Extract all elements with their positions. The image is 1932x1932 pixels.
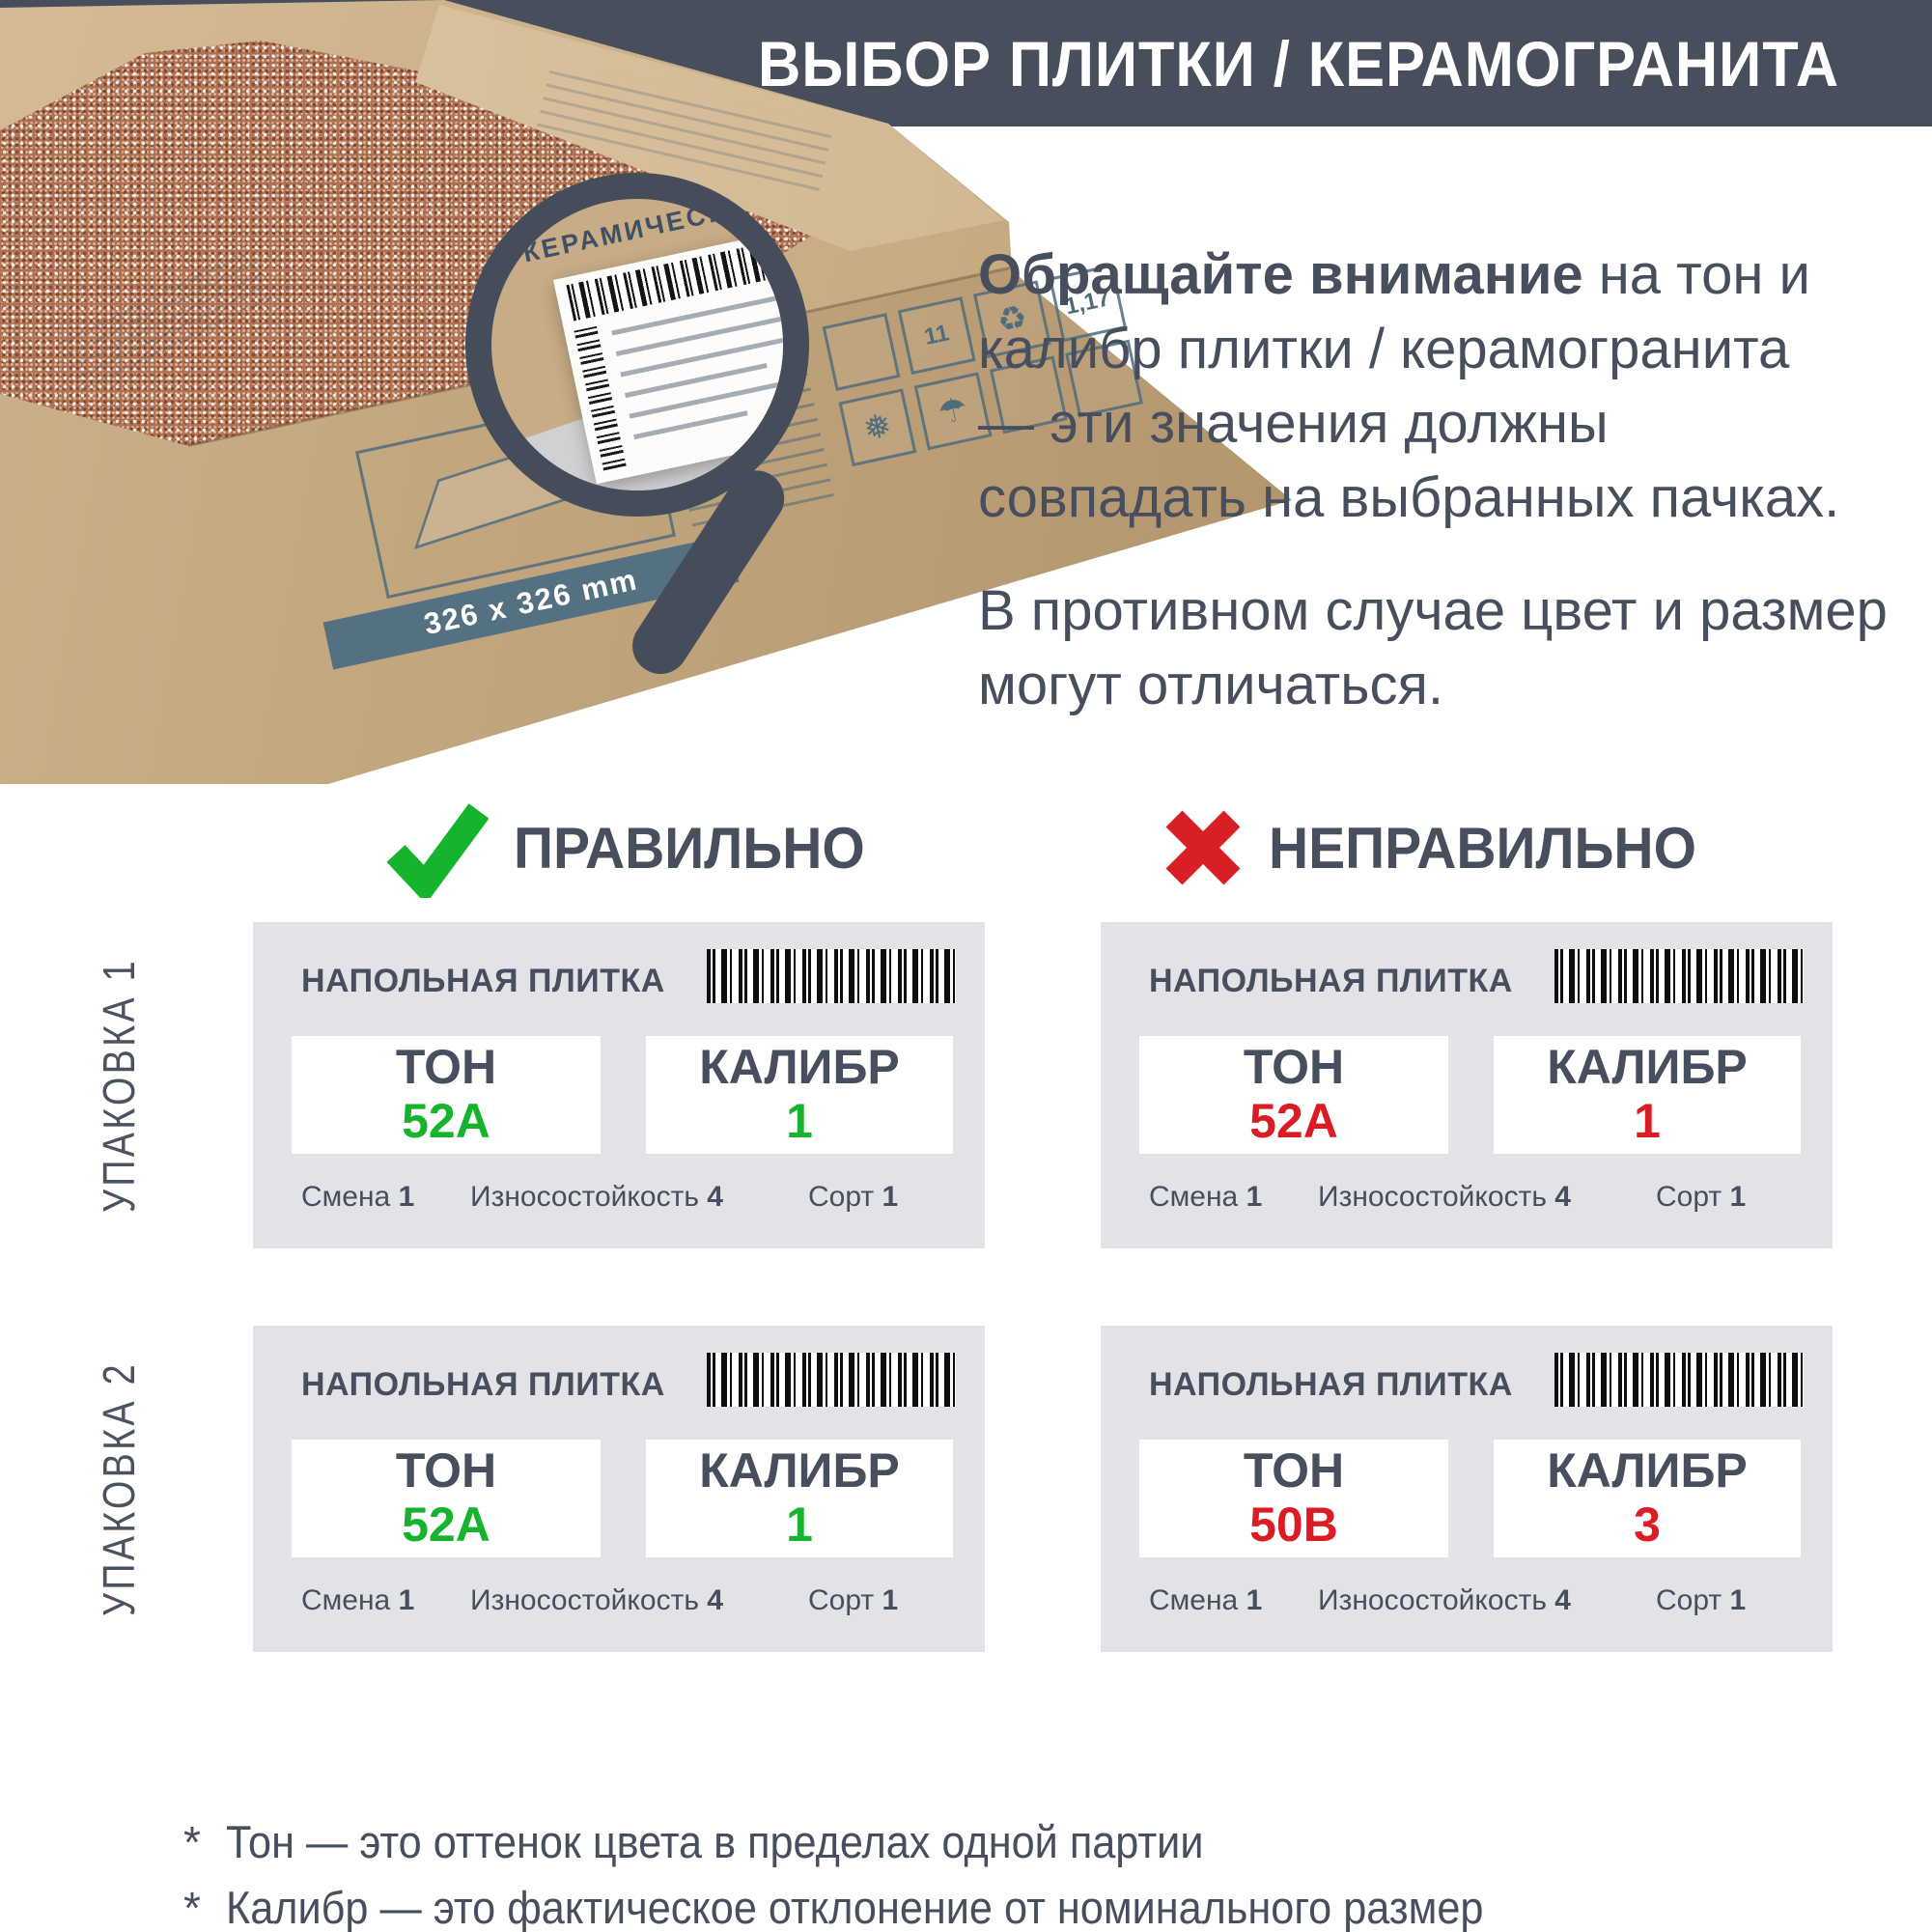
product-name: НАПОЛЬНАЯ ПЛИТКА	[1149, 963, 1513, 999]
package-1-text: УПАКОВКА 1	[94, 958, 144, 1213]
ton-value: 52А	[1249, 1094, 1338, 1148]
barcode	[707, 1353, 956, 1407]
ton-label: ТОН	[1243, 1443, 1345, 1498]
barcode	[1554, 949, 1804, 1003]
intro-line: — эти значения должны	[978, 392, 1609, 455]
caliber-box: КАЛИБР 3	[1494, 1440, 1801, 1557]
shift-label: Смена	[1149, 1584, 1239, 1616]
caliber-value: 1	[786, 1094, 813, 1148]
wear-value: 4	[1554, 1181, 1571, 1213]
grade-label: Сорт	[1656, 1181, 1722, 1213]
snowflake-icon: ❅	[838, 388, 917, 467]
grade-value: 1	[882, 1181, 899, 1213]
wear-value: 4	[707, 1181, 723, 1213]
wear-label: Износостойкость	[470, 1181, 699, 1213]
shift-value: 1	[398, 1584, 415, 1616]
product-name: НАПОЛЬНАЯ ПЛИТКА	[301, 963, 665, 999]
wear-label: Износостойкость	[1318, 1584, 1547, 1616]
shift-value: 1	[398, 1181, 415, 1213]
grade-label: Сорт	[1656, 1584, 1722, 1616]
intro-text: Обращайте внимание на тон и калибр плитк…	[978, 238, 1895, 722]
correct-label: ПРАВИЛЬНО	[514, 815, 865, 881]
incorrect-label: НЕПРАВИЛЬНО	[1269, 815, 1696, 881]
incorrect-column-header: НЕПРАВИЛЬНО	[1162, 807, 1719, 888]
shift-value: 1	[1246, 1584, 1263, 1616]
product-name: НАПОЛЬНАЯ ПЛИТКА	[1149, 1366, 1513, 1403]
caliber-label: КАЛИБР	[1547, 1443, 1748, 1498]
ton-box: ТОН 50В	[1139, 1440, 1448, 1557]
intro-line: калибр плитки / керамогранита	[978, 318, 1790, 380]
grade-value: 1	[1729, 1181, 1747, 1213]
asterisk: *	[183, 1817, 201, 1867]
page-title: ВЫБОР ПЛИТКИ / КЕРАМОГРАНИТА	[757, 27, 1840, 99]
wear-value: 4	[1554, 1584, 1571, 1616]
intro-line: В противном случае цвет и размер	[978, 579, 1888, 642]
footnote-ton: * Тон — это оттенок цвета в пределах одн…	[183, 1815, 1288, 1868]
caliber-label: КАЛИБР	[699, 1040, 900, 1094]
label-text-line	[633, 410, 748, 440]
intro-line: Обращайте внимание на тон и	[978, 238, 1895, 312]
barcode	[707, 949, 956, 1003]
label-card-incorrect-1: НАПОЛЬНАЯ ПЛИТКА ТОН 52А КАЛИБР 1 Смена …	[1101, 922, 1833, 1248]
intro-lead-bold: Обращайте внимание	[978, 243, 1583, 306]
caliber-label: КАЛИБР	[1547, 1040, 1748, 1094]
caliber-label: КАЛИБР	[699, 1443, 900, 1498]
footnote-text: Тон — это оттенок цвета в пределах одной…	[225, 1816, 1204, 1867]
ton-box: ТОН 52А	[292, 1036, 601, 1154]
ton-label: ТОН	[395, 1443, 497, 1498]
caliber-value: 3	[1634, 1498, 1661, 1552]
correct-column-header: ПРАВИЛЬНО	[384, 798, 883, 898]
intro-lead-rest: на тон и	[1582, 243, 1810, 306]
ton-value: 52А	[402, 1094, 490, 1148]
footnote-text: Калибр — это фактическое отклонение от н…	[225, 1882, 1484, 1932]
barcode	[1554, 1353, 1804, 1407]
label-text-line	[615, 315, 783, 357]
intro-line: совпадать на выбранных пачках.	[978, 466, 1840, 529]
caliber-value: 1	[786, 1498, 813, 1552]
x-icon	[1165, 810, 1241, 885]
caliber-value: 1	[1634, 1094, 1661, 1148]
magnified-label	[553, 218, 783, 485]
grade-value: 1	[882, 1584, 899, 1616]
wear-label: Износостойкость	[1318, 1181, 1547, 1213]
caliber-box: КАЛИБР 1	[1494, 1036, 1801, 1154]
caliber-box: КАЛИБР 1	[646, 1036, 953, 1154]
grade-label: Сорт	[808, 1584, 875, 1616]
label-card-correct-2: НАПОЛЬНАЯ ПЛИТКА ТОН 52А КАЛИБР 1 Смена …	[253, 1326, 985, 1652]
label-card-correct-1: НАПОЛЬНАЯ ПЛИТКА ТОН 52А КАЛИБР 1 Смена …	[253, 922, 985, 1248]
grade-label: Сорт	[808, 1181, 875, 1213]
shift-label: Смена	[301, 1181, 391, 1213]
package-2-text: УПАКОВКА 2	[94, 1361, 144, 1616]
ton-value: 50В	[1249, 1498, 1338, 1552]
wear-label: Износостойкость	[470, 1584, 699, 1616]
label-card-incorrect-2: НАПОЛЬНАЯ ПЛИТКА ТОН 50В КАЛИБР 3 Смена …	[1101, 1326, 1833, 1652]
intro-line: могут отличаться.	[978, 654, 1443, 716]
ton-label: ТОН	[395, 1040, 497, 1094]
product-name: НАПОЛЬНАЯ ПЛИТКА	[301, 1366, 665, 1403]
asterisk: *	[183, 1883, 201, 1932]
caliber-box: КАЛИБР 1	[646, 1440, 953, 1557]
ton-box: ТОН 52А	[292, 1440, 601, 1557]
box-photo: 326 x 326 mm 11 ♻ 1,17 ❅ ☂ КЕРАМИЧЕСКАЯ …	[0, 0, 1299, 787]
count-value: 11	[897, 296, 976, 376]
ton-value: 52А	[402, 1498, 490, 1552]
ton-box: ТОН 52А	[1139, 1036, 1448, 1154]
package-1-label: УПАКОВКА 1	[46, 922, 191, 1248]
shift-value: 1	[1246, 1181, 1263, 1213]
shift-label: Смена	[1149, 1181, 1239, 1213]
magnifier-icon: КЕРАМИЧЕСКАЯ ПЛИТКА	[465, 173, 809, 517]
check-icon	[386, 803, 489, 898]
footprint-icon	[822, 313, 901, 391]
ton-label: ТОН	[1243, 1040, 1345, 1094]
footnote-caliber: * Калибр — это фактическое отклонение от…	[183, 1881, 1593, 1932]
shift-label: Смена	[301, 1584, 391, 1616]
label-text-line	[629, 372, 783, 419]
wear-value: 4	[707, 1584, 723, 1616]
package-2-label: УПАКОВКА 2	[46, 1326, 191, 1652]
grade-value: 1	[1729, 1584, 1747, 1616]
